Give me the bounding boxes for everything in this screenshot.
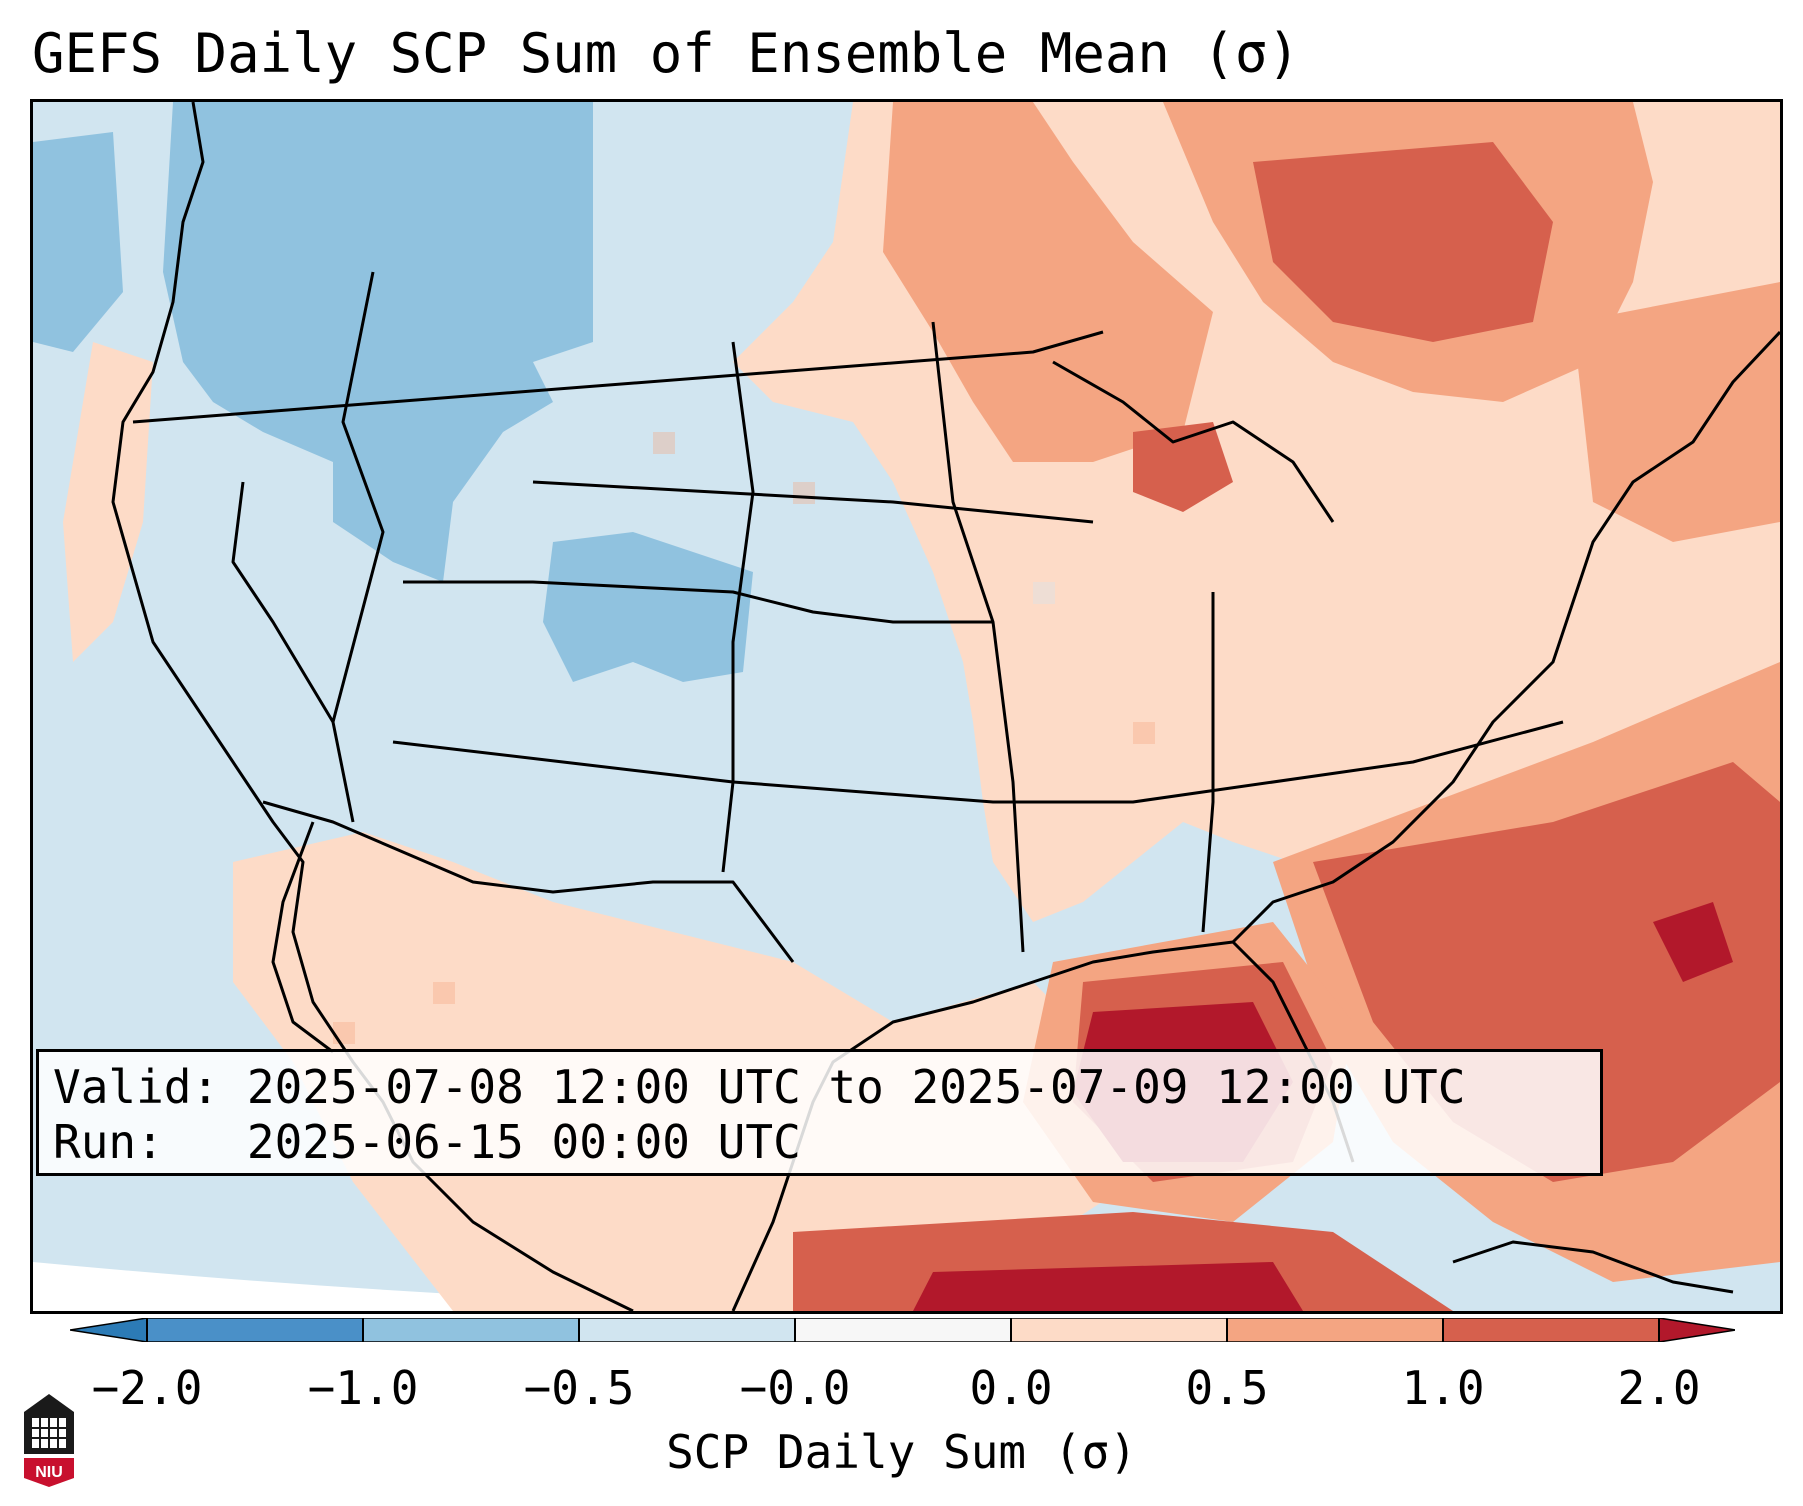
baja-coastline bbox=[271, 821, 334, 1054]
valid-value: 2025-07-08 12:00 UTC to 2025-07-09 12:00… bbox=[246, 1060, 1466, 1114]
state-border-col-3 bbox=[1201, 592, 1215, 933]
grid-cells bbox=[333, 352, 1155, 1044]
colorbar-label: SCP Daily Sum (σ) bbox=[666, 1425, 1137, 1479]
colorbar-bin-5 bbox=[1010, 1318, 1228, 1342]
mexico-border bbox=[262, 800, 795, 963]
region-upper-midwest bbox=[883, 102, 1213, 462]
state-border-row-2 bbox=[392, 720, 1564, 804]
colorbar-bin-4 bbox=[794, 1318, 1012, 1342]
valid-label: Valid: bbox=[53, 1060, 220, 1114]
region-maritimes bbox=[1573, 282, 1780, 542]
colorbar-bin-1 bbox=[146, 1318, 364, 1342]
map-boundaries bbox=[111, 102, 1780, 1311]
colorbar-ticks: −2.0 −1.0 −0.5 −0.0 0.0 0.5 1.0 2.0 bbox=[0, 1360, 1803, 1420]
california-border bbox=[231, 481, 355, 823]
atlantic-coastline bbox=[1231, 330, 1780, 944]
cuba-coastline bbox=[1452, 1240, 1734, 1294]
run-value: 2025-06-15 00:00 UTC bbox=[246, 1115, 801, 1169]
valid-run-info-box: Valid: 2025-07-08 12:00 UTC to 2025-07-0… bbox=[36, 1049, 1603, 1176]
tick-label-0-0: 0.0 bbox=[969, 1361, 1053, 1415]
state-border-col-2 bbox=[931, 321, 1025, 953]
tick-label-neg-2-0: −2.0 bbox=[91, 1361, 203, 1415]
niu-logo: NIU bbox=[24, 1394, 74, 1487]
state-border-west-1 bbox=[331, 271, 385, 723]
tick-label-2-0: 2.0 bbox=[1617, 1361, 1701, 1415]
region-lake-huron-strong bbox=[1133, 422, 1233, 512]
region-pacific-northwest bbox=[163, 102, 593, 582]
field-regions bbox=[33, 102, 1780, 1311]
colorbar-bin-2 bbox=[362, 1318, 580, 1342]
colorbar bbox=[70, 1318, 1735, 1342]
colorbar-bin-6 bbox=[1226, 1318, 1444, 1342]
region-colorado-blue bbox=[543, 532, 753, 682]
run-label: Run: bbox=[53, 1115, 164, 1169]
region-offshore-blue bbox=[33, 132, 123, 352]
great-lakes-outline bbox=[1052, 360, 1335, 523]
tick-label-neg-1-0: −1.0 bbox=[307, 1361, 419, 1415]
svg-text:NIU: NIU bbox=[35, 1464, 63, 1481]
domain-edge-corner bbox=[33, 1262, 893, 1311]
colorbar-bin-8 bbox=[1658, 1318, 1735, 1342]
tick-label-0-5: 0.5 bbox=[1185, 1361, 1269, 1415]
region-quebec-strong bbox=[1253, 142, 1553, 342]
state-border-row-3 bbox=[532, 480, 1094, 524]
tick-label-neg-0-5: −0.5 bbox=[523, 1361, 635, 1415]
tick-label-1-0: 1.0 bbox=[1401, 1361, 1485, 1415]
canada-border bbox=[132, 330, 1104, 424]
region-atlantic-maximum bbox=[1653, 902, 1733, 982]
region-offshore-pacific-positive bbox=[63, 342, 153, 662]
colorbar-bin-7 bbox=[1442, 1318, 1660, 1342]
map-title: GEFS Daily SCP Sum of Ensemble Mean (σ) bbox=[32, 22, 1300, 85]
state-border-col-1 bbox=[721, 341, 755, 873]
region-caribbean-maximum bbox=[913, 1262, 1303, 1311]
colorbar-bin-0 bbox=[70, 1318, 148, 1342]
colorbar-bin-3 bbox=[578, 1318, 796, 1342]
tick-label-neg-0-0: −0.0 bbox=[739, 1361, 851, 1415]
state-border-row-1 bbox=[403, 580, 993, 624]
